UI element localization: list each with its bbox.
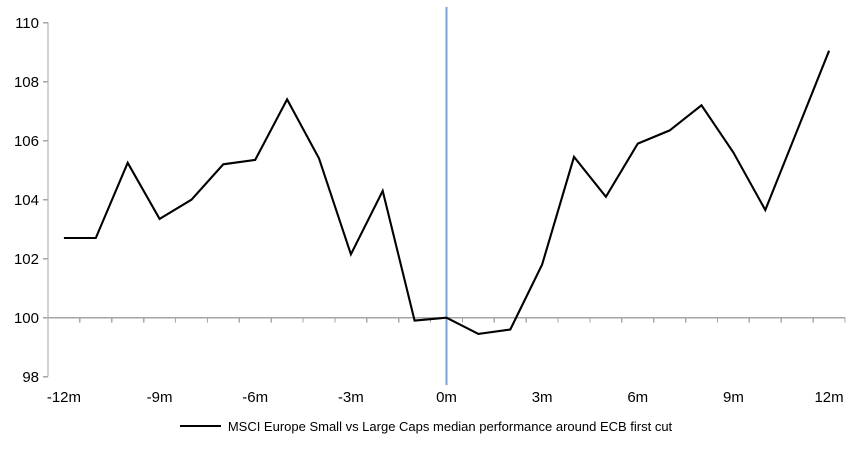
- y-tick-label: 102: [14, 251, 39, 268]
- y-tick-label: 98: [22, 369, 39, 386]
- y-tick-label: 100: [14, 310, 39, 327]
- y-tick-label: 108: [14, 74, 39, 91]
- x-tick-label: 9m: [723, 389, 744, 406]
- x-tick-label: -12m: [47, 389, 81, 406]
- x-tick-label: 6m: [627, 389, 648, 406]
- x-tick-label: 3m: [532, 389, 553, 406]
- y-tick-label: 110: [15, 15, 39, 32]
- x-tick-label: 0m: [436, 389, 457, 406]
- y-tick-label: 104: [14, 192, 39, 209]
- legend: MSCI Europe Small vs Large Caps median p…: [0, 417, 852, 435]
- x-tick-label: 12m: [814, 389, 843, 406]
- x-tick-label: -3m: [338, 389, 364, 406]
- legend-label: MSCI Europe Small vs Large Caps median p…: [227, 418, 673, 434]
- legend-line-sample: [179, 425, 221, 427]
- x-tick-label: -6m: [242, 389, 268, 406]
- x-tick-label: -9m: [147, 389, 173, 406]
- series-line: [63, 50, 831, 335]
- y-tick-label: 106: [14, 133, 39, 150]
